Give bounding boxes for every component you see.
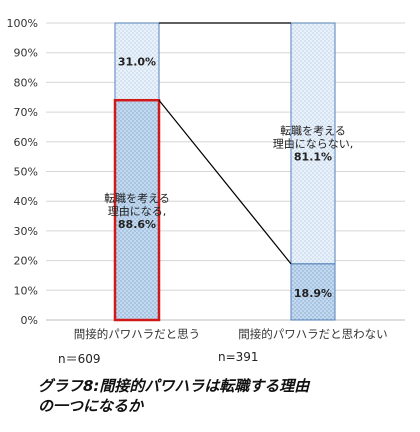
y-tick-label: 30%	[14, 225, 38, 238]
bar-segment-upper	[290, 22, 336, 265]
data-label: 31.0%	[118, 56, 156, 69]
y-tick-label: 80%	[14, 76, 38, 89]
caption-line-1: グラフ8:間接的パワハラは転職する理由	[38, 377, 310, 395]
x-tick-label: 間接的パワハラだと思わない	[238, 327, 387, 341]
sample-size-right: n=391	[218, 350, 259, 364]
y-tick-label: 100%	[7, 17, 38, 30]
y-tick-label: 40%	[14, 195, 38, 208]
caption-line-2: の一つになるか	[38, 397, 144, 415]
bar-segment-lower	[113, 98, 161, 322]
data-label: 転職を考える理由にならない, 81.1%	[273, 124, 354, 163]
y-tick-label: 10%	[14, 284, 38, 297]
x-axis-ticks: 間接的パワハラだと思う 間接的パワハラだと思わない	[74, 327, 388, 341]
y-tick-label: 0%	[21, 314, 38, 327]
bars	[113, 22, 336, 322]
connector-lines	[158, 22, 292, 265]
connector-boundary	[158, 99, 292, 265]
bar-segment-lower	[290, 263, 336, 321]
y-tick-label: 50%	[14, 166, 38, 179]
y-axis-ticks: 0% 10% 20% 30% 40% 50% 60% 70% 80% 90% 100%	[7, 17, 38, 327]
y-tick-label: 20%	[14, 255, 38, 268]
sample-size-left: n＝609	[58, 352, 101, 366]
gridlines	[46, 22, 405, 321]
data-label: 18.9%	[294, 287, 332, 300]
y-tick-label: 60%	[14, 136, 38, 149]
y-tick-label: 70%	[14, 106, 38, 119]
y-tick-label: 90%	[14, 47, 38, 60]
data-label: 転職を考える理由になる, 88.6%	[104, 192, 170, 231]
x-tick-label: 間接的パワハラだと思う	[74, 327, 200, 341]
chart-caption: グラフ8:間接的パワハラは転職する理由 の一つになるか	[38, 376, 408, 416]
data-labels: 転職を考える理由になる, 88.6% 31.0% 18.9% 転職を考える理由にならない…	[104, 56, 353, 300]
